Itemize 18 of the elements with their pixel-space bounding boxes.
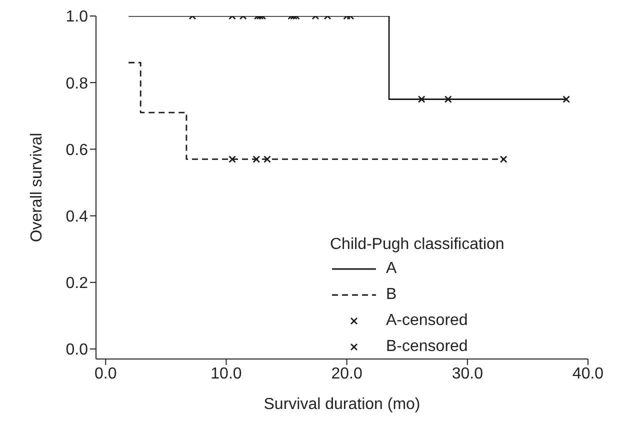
x-tick-label: 0.0 [94,365,117,382]
y-tick-label: 0.2 [66,275,88,292]
y-axis-title: Overall survival [28,132,46,242]
legend-label: A [386,260,397,278]
legend-label: B-censored [386,338,468,356]
y-tick-label: 1.0 [66,8,88,26]
x-tick-label: 20.0 [331,365,362,382]
x-axis-title: Survival duration (mo) [264,396,420,413]
legend-title: Child-Pugh classification [330,236,506,254]
y-tick-label: 0.4 [66,208,88,226]
legend-label: A-censored [386,312,468,330]
x-tick-label: 10.0 [210,365,242,382]
y-tick-label: 0.8 [66,75,88,92]
y-tick-label: 0.6 [66,142,88,159]
x-tick-label: 30.0 [452,365,484,382]
x-tick-label: 40.0 [572,365,604,382]
legend-label: B [386,286,397,304]
y-tick-label: 0.0 [66,342,88,359]
